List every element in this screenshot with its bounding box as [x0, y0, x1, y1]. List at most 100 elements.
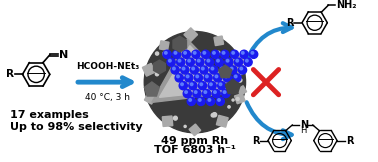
Circle shape: [228, 106, 230, 108]
Text: HCOOH-NEt₃: HCOOH-NEt₃: [76, 62, 139, 71]
Circle shape: [209, 83, 212, 86]
Circle shape: [164, 52, 167, 54]
Circle shape: [246, 59, 248, 62]
Circle shape: [230, 50, 239, 58]
Circle shape: [214, 91, 216, 93]
Circle shape: [185, 91, 187, 93]
Circle shape: [166, 54, 170, 58]
Circle shape: [174, 52, 177, 54]
Circle shape: [215, 58, 223, 66]
Circle shape: [232, 56, 234, 58]
Circle shape: [174, 116, 177, 120]
Circle shape: [217, 59, 219, 62]
Circle shape: [223, 91, 226, 93]
Circle shape: [251, 52, 254, 54]
Circle shape: [182, 50, 191, 58]
Circle shape: [197, 97, 205, 105]
Circle shape: [196, 75, 198, 78]
Circle shape: [173, 67, 175, 70]
Circle shape: [217, 51, 220, 54]
Circle shape: [206, 58, 214, 66]
Circle shape: [223, 74, 231, 82]
Circle shape: [155, 73, 159, 76]
Circle shape: [218, 99, 220, 101]
Circle shape: [216, 97, 224, 105]
Circle shape: [177, 58, 185, 66]
Circle shape: [228, 64, 230, 65]
Circle shape: [211, 50, 219, 58]
Circle shape: [213, 52, 215, 54]
Circle shape: [185, 74, 193, 82]
Circle shape: [239, 66, 246, 74]
Circle shape: [207, 59, 210, 62]
Circle shape: [150, 87, 154, 91]
Circle shape: [197, 59, 200, 62]
Text: R: R: [6, 69, 14, 79]
Circle shape: [209, 66, 218, 74]
Polygon shape: [160, 46, 231, 97]
Circle shape: [192, 67, 195, 70]
Circle shape: [219, 66, 227, 74]
Circle shape: [182, 46, 186, 51]
Circle shape: [191, 83, 193, 86]
Circle shape: [203, 52, 206, 54]
Circle shape: [173, 50, 181, 58]
Circle shape: [236, 98, 239, 100]
Text: 17 examples: 17 examples: [10, 110, 88, 120]
Text: 49 ppm Rh: 49 ppm Rh: [161, 136, 228, 146]
Circle shape: [229, 83, 231, 86]
Circle shape: [242, 52, 244, 54]
Circle shape: [163, 52, 167, 56]
Circle shape: [232, 52, 234, 54]
Circle shape: [212, 113, 217, 117]
Circle shape: [203, 89, 211, 98]
Circle shape: [189, 99, 191, 101]
Circle shape: [184, 125, 186, 127]
Circle shape: [194, 74, 203, 82]
Circle shape: [234, 58, 243, 66]
Circle shape: [221, 50, 229, 58]
Circle shape: [175, 74, 183, 82]
Circle shape: [238, 78, 242, 82]
Circle shape: [171, 66, 179, 74]
Circle shape: [240, 50, 248, 58]
Circle shape: [211, 67, 214, 70]
Circle shape: [214, 74, 222, 82]
Circle shape: [222, 52, 225, 54]
Circle shape: [181, 66, 189, 74]
Circle shape: [204, 91, 207, 93]
Circle shape: [230, 67, 233, 70]
Circle shape: [182, 67, 185, 70]
Text: Up to 98% selectivity: Up to 98% selectivity: [10, 122, 143, 132]
Circle shape: [194, 52, 196, 54]
Circle shape: [215, 75, 218, 78]
Circle shape: [228, 59, 229, 61]
Circle shape: [218, 82, 226, 90]
Circle shape: [196, 58, 204, 66]
Circle shape: [225, 58, 233, 66]
Circle shape: [189, 82, 197, 90]
Circle shape: [212, 89, 220, 98]
Circle shape: [144, 31, 246, 133]
Text: 40 °C, 3 h: 40 °C, 3 h: [85, 93, 130, 102]
Circle shape: [169, 59, 171, 62]
Circle shape: [222, 89, 230, 98]
Circle shape: [198, 82, 207, 90]
Circle shape: [208, 99, 211, 101]
Circle shape: [221, 67, 223, 70]
Circle shape: [200, 66, 208, 74]
Circle shape: [206, 97, 215, 105]
Circle shape: [156, 93, 160, 97]
Circle shape: [198, 99, 201, 101]
Text: N: N: [300, 120, 308, 130]
Circle shape: [226, 59, 229, 62]
Circle shape: [186, 58, 194, 66]
Circle shape: [236, 59, 239, 62]
Circle shape: [181, 83, 183, 86]
Circle shape: [240, 67, 243, 70]
Circle shape: [234, 75, 237, 78]
Circle shape: [186, 75, 189, 78]
Circle shape: [194, 91, 197, 93]
Text: H: H: [300, 126, 307, 135]
Circle shape: [208, 82, 216, 90]
